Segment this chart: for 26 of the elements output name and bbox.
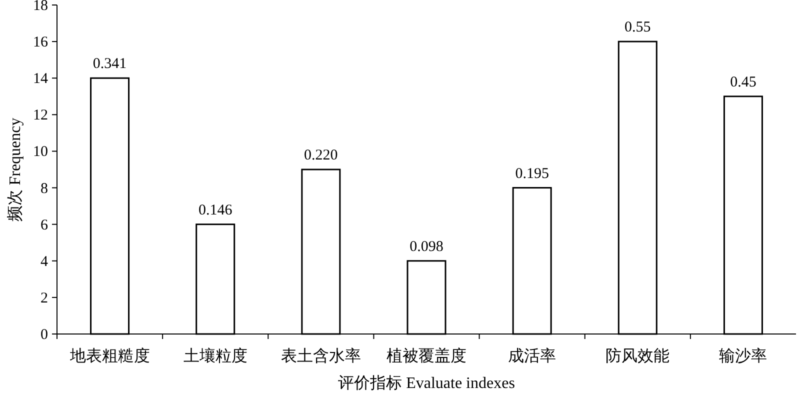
x-tick-label: 输沙率 — [719, 347, 768, 365]
annotation: 0.341 — [92, 56, 127, 72]
y-tick-label: 4 — [40, 254, 48, 270]
annotation: 0.146 — [198, 202, 233, 218]
x-tick-label: 土壤粒度 — [183, 347, 248, 365]
annotation: 0.55 — [624, 20, 651, 36]
annotation: 0.45 — [730, 74, 756, 90]
y-tick-label: 10 — [33, 144, 48, 160]
x-tick-label: 表土含水率 — [280, 347, 361, 365]
y-tick-label: 12 — [33, 108, 48, 124]
y-tick-label: 0 — [40, 327, 48, 343]
y-tick-label: 14 — [33, 71, 48, 88]
y-tick-label: 2 — [40, 290, 48, 306]
x-tick-label: 防风效能 — [606, 347, 670, 365]
y-axis-title: 频次 Frequency — [7, 118, 24, 222]
y-tick-label: 8 — [40, 180, 48, 197]
y-tick-label: 6 — [40, 217, 48, 234]
annotation: 0.220 — [304, 148, 338, 164]
y-tick-label: 18 — [33, 0, 48, 14]
y-tick-label: 16 — [33, 34, 48, 51]
x-tick-label: 成活率 — [508, 347, 556, 365]
annotation: 0.098 — [410, 238, 444, 255]
annotation: 0.195 — [515, 166, 549, 182]
x-axis-title: 评价指标 Evaluate indexes — [338, 374, 515, 392]
x-tick-label: 地表粗糙度 — [68, 347, 150, 365]
x-tick-label: 植被覆盖度 — [386, 347, 466, 365]
